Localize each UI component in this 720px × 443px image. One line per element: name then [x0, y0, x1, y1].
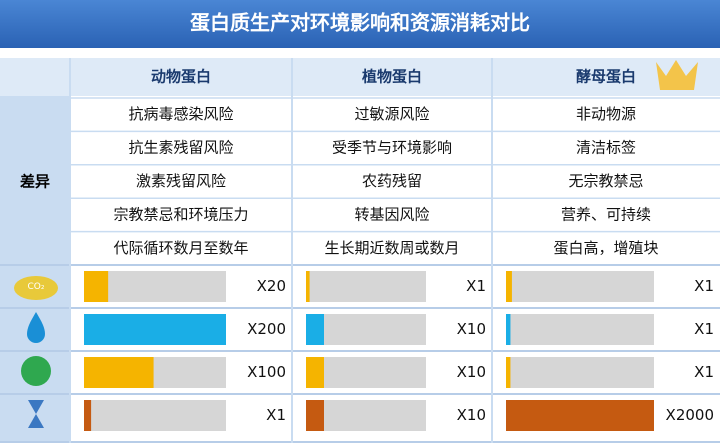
difference-text: 抗生素残留风险 — [128, 139, 233, 157]
bar-track — [306, 271, 426, 302]
header-row — [0, 58, 720, 96]
difference-text: 激素残留风险 — [136, 172, 226, 190]
bar-label: X100 — [247, 363, 286, 381]
bar-track — [306, 314, 426, 345]
icons: CO₂ — [14, 60, 698, 428]
bar — [506, 357, 511, 388]
difference-text: 生长期近数周或数月 — [324, 239, 459, 257]
difference-text: 营养、可持续 — [561, 205, 651, 223]
bar-label: X2000 — [666, 406, 714, 424]
bar-label: X1 — [466, 277, 486, 295]
difference-text: 蛋白高，增殖块 — [553, 239, 658, 257]
column-header: 酵母蛋白 — [576, 68, 636, 86]
difference-text: 非动物源 — [576, 105, 636, 123]
left-column — [0, 96, 70, 443]
bar-label: X200 — [247, 320, 286, 338]
title: 蛋白质生产对环境影响和资源消耗对比 — [190, 11, 530, 35]
bar-label: X10 — [457, 363, 486, 381]
bar — [306, 357, 324, 388]
bar-label: X10 — [457, 406, 486, 424]
crown-icon — [656, 60, 698, 90]
column-header: 植物蛋白 — [362, 68, 422, 86]
icon-label: CO₂ — [28, 282, 45, 292]
bar-label: X10 — [457, 320, 486, 338]
bar — [84, 357, 154, 388]
bar-label: X1 — [694, 320, 714, 338]
bar-track — [506, 357, 654, 388]
bar-label: X1 — [694, 277, 714, 295]
water-icon — [27, 312, 45, 343]
difference-text: 宗教禁忌和环境压力 — [113, 205, 248, 223]
bar-track — [306, 400, 426, 431]
co2-icon — [14, 276, 58, 300]
difference-text: 受季节与环境影响 — [332, 139, 452, 157]
bar — [506, 314, 511, 345]
title-bar — [0, 0, 720, 48]
bar-track — [506, 271, 654, 302]
difference-text: 转基因风险 — [354, 205, 429, 223]
difference-text: 清洁标签 — [576, 139, 636, 157]
bar-track — [84, 400, 226, 431]
land-icon — [21, 356, 51, 386]
bar — [84, 400, 92, 431]
difference-text: 无宗教禁忌 — [568, 172, 643, 190]
bar — [84, 314, 226, 345]
bar — [306, 400, 324, 431]
bar — [506, 271, 512, 302]
difference-text: 过敏源风险 — [354, 105, 429, 123]
bar — [306, 271, 310, 302]
difference-text: 抗病毒感染风险 — [128, 105, 233, 123]
bar-label: X20 — [257, 277, 286, 295]
bar-track — [306, 357, 426, 388]
difference-text: 农药残留 — [362, 172, 422, 190]
bar — [306, 314, 324, 345]
column-header: 动物蛋白 — [151, 68, 211, 86]
time-icon — [28, 400, 44, 428]
bar-label: X1 — [694, 363, 714, 381]
bar — [84, 271, 109, 302]
row-header: 差异 — [20, 173, 50, 191]
bar-track — [506, 314, 654, 345]
bar — [506, 400, 654, 431]
bar-label: X1 — [266, 406, 286, 424]
difference-text: 代际循环数月至数年 — [113, 239, 248, 257]
